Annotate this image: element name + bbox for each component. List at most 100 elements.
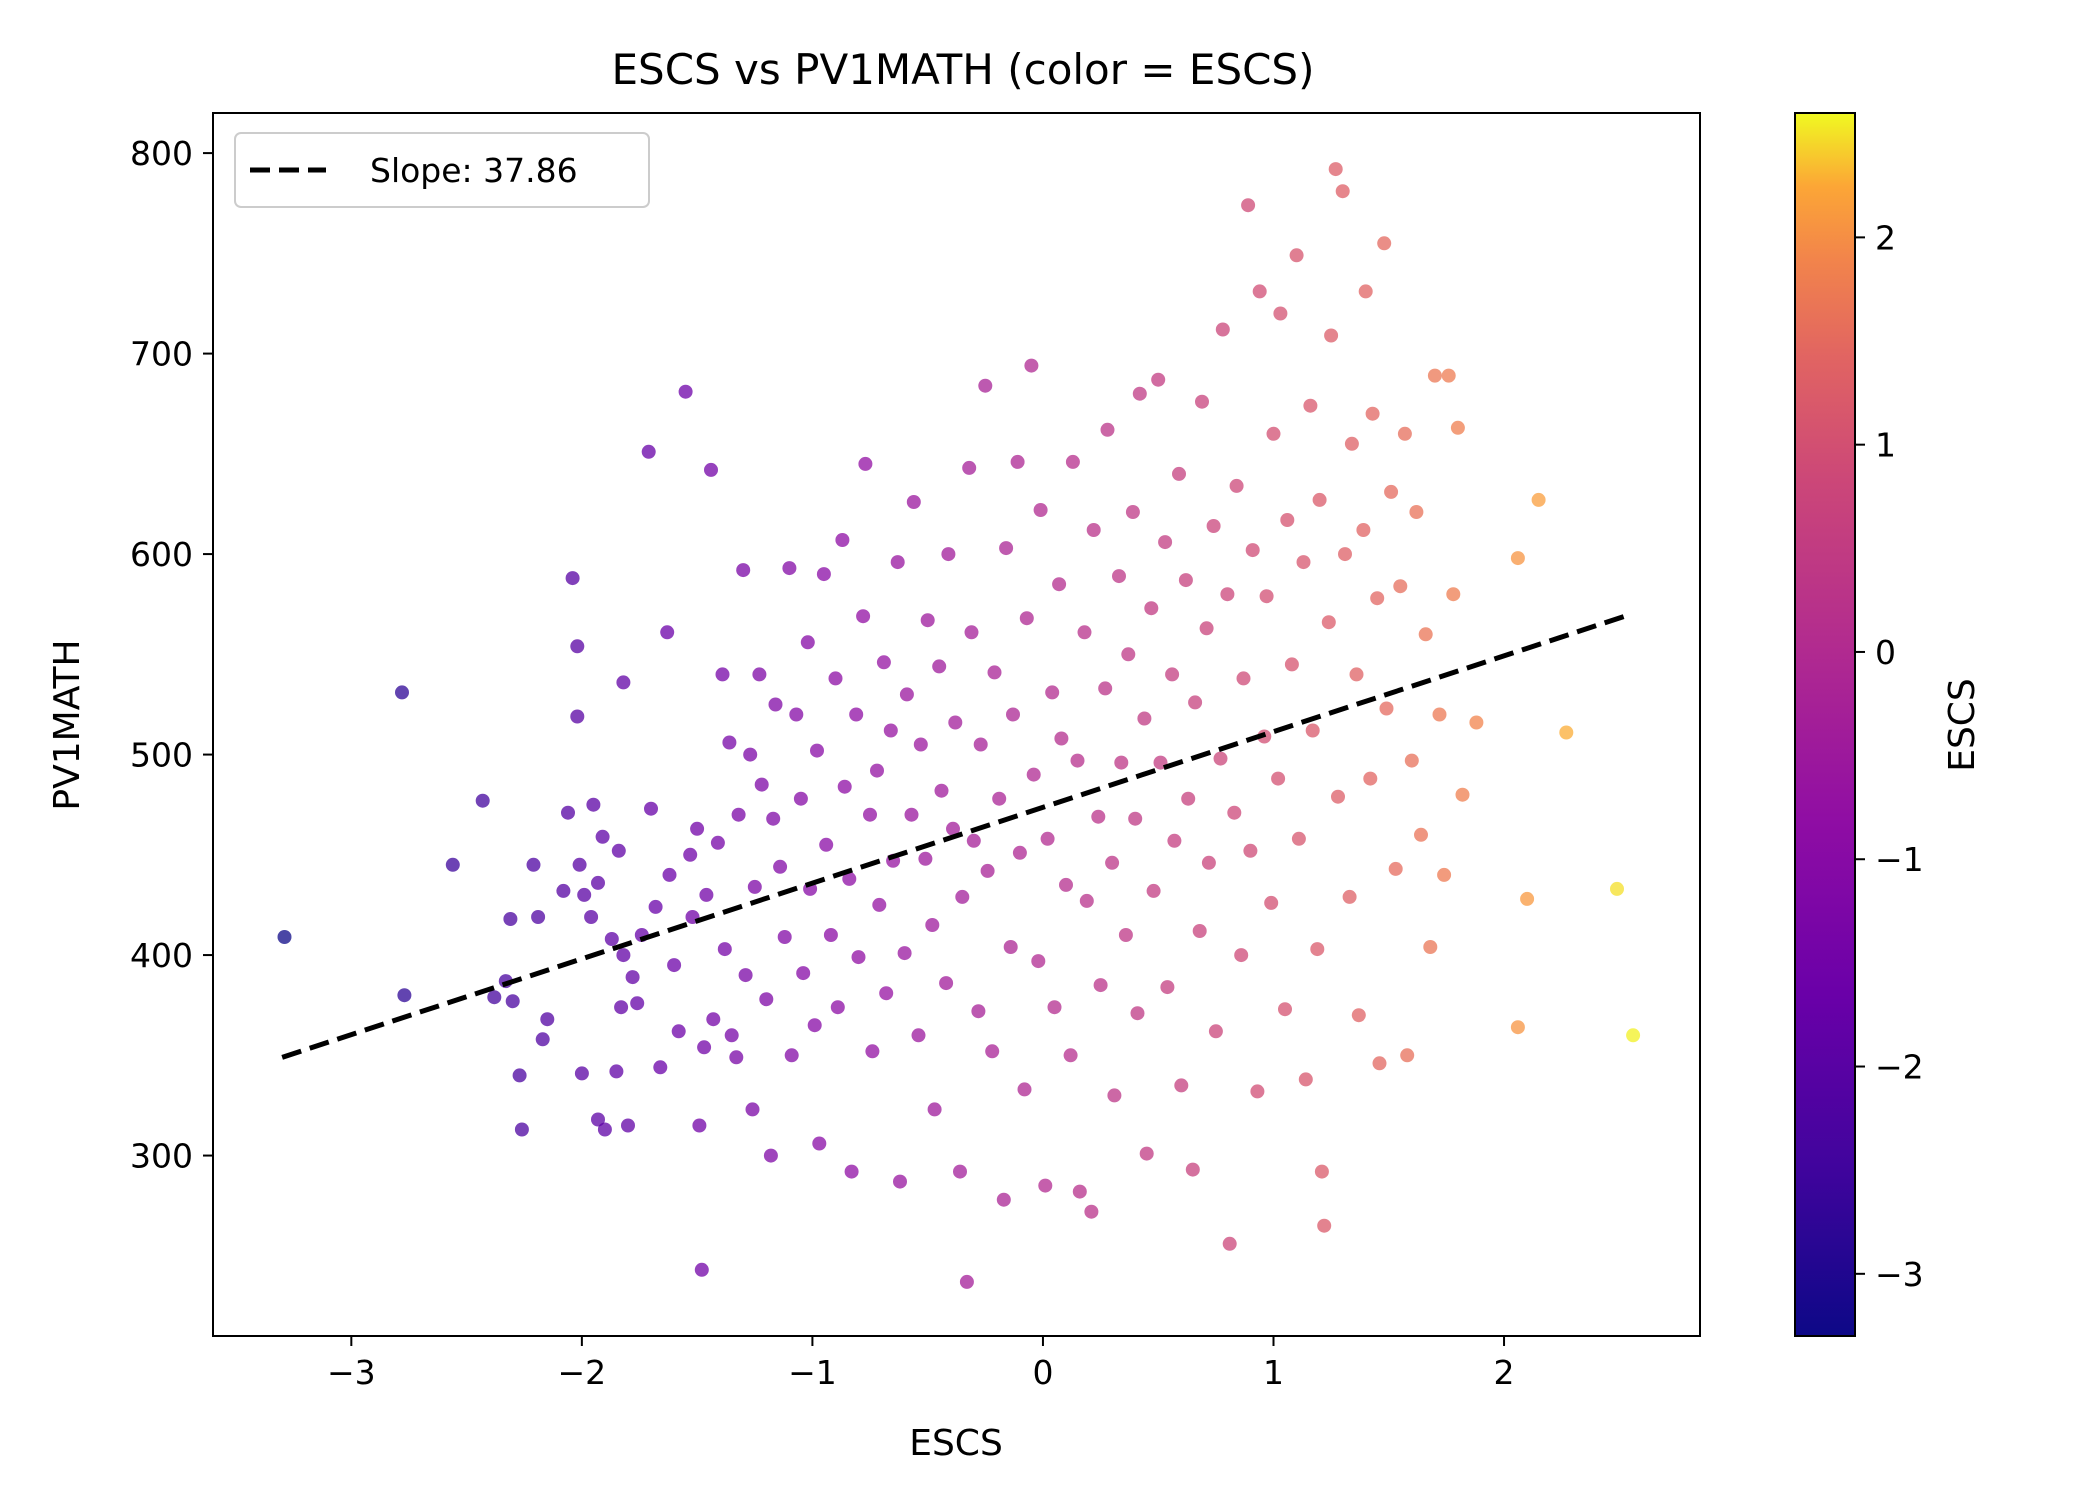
scatter-point: [782, 561, 797, 576]
scatter-point: [1172, 466, 1186, 481]
x-tick-label: −2: [558, 1353, 607, 1392]
scatter-point: [653, 1060, 668, 1075]
scatter-point: [1365, 406, 1380, 421]
scatter-point: [1289, 248, 1304, 263]
scatter-point: [505, 994, 520, 1009]
scatter-point: [678, 384, 693, 399]
scatter-point: [1626, 1028, 1641, 1043]
scatter-point: [535, 1032, 550, 1047]
scatter-point: [722, 735, 737, 750]
scatter-point: [1112, 569, 1126, 584]
scatter-point: [812, 1136, 827, 1151]
scatter-point: [904, 807, 919, 822]
scatter-point: [1033, 503, 1048, 517]
scatter-point: [1245, 543, 1260, 558]
x-axis-ticks: −3 −2 −1 0 1 2: [327, 1336, 1515, 1392]
scatter-point: [1128, 811, 1143, 826]
scatter-point: [1146, 883, 1161, 898]
scatter-point: [971, 1004, 986, 1019]
scatter-point: [828, 671, 843, 686]
scatter-point: [1469, 715, 1484, 730]
scatter-point: [1024, 358, 1039, 373]
scatter-point: [1328, 162, 1343, 177]
scatter-point: [641, 444, 656, 459]
scatter-point: [1351, 1008, 1366, 1023]
scatter-point: [1201, 855, 1216, 870]
scatter-point: [893, 1174, 907, 1189]
scatter-point: [487, 990, 502, 1005]
scatter-point: [1379, 701, 1394, 716]
scatter-point: [1070, 753, 1085, 768]
scatter-point: [768, 697, 783, 712]
scatter-point: [973, 737, 988, 752]
scatter-point: [704, 462, 718, 477]
scatter-point: [1363, 771, 1378, 786]
scatter-point: [939, 976, 954, 991]
scatter-point: [736, 563, 751, 578]
scatter-point: [1266, 426, 1281, 441]
y-tick-label: 800: [130, 134, 193, 173]
colorbar-tick-label: −3: [1875, 1255, 1924, 1294]
scatter-point: [625, 970, 640, 985]
scatter-point: [959, 1274, 974, 1289]
scatter-point: [1455, 787, 1470, 802]
scatter-point: [1215, 322, 1230, 337]
scatter-point: [849, 707, 864, 722]
colorbar-gradient: [1794, 112, 1856, 1337]
scatter-point: [996, 1192, 1011, 1207]
scatter-point: [1243, 843, 1258, 858]
legend: Slope: 37.86: [234, 132, 650, 208]
scatter-point: [856, 609, 871, 624]
scatter-point: [851, 950, 866, 965]
scatter-point: [503, 912, 518, 926]
scatter-point: [1520, 891, 1535, 906]
y-tick-label: 700: [130, 335, 193, 374]
scatter-point: [747, 879, 762, 894]
scatter-point: [1114, 755, 1129, 770]
scatter-point: [1305, 723, 1320, 738]
scatter-point: [662, 867, 677, 882]
scatter-point: [1003, 940, 1018, 954]
scatter-point: [777, 930, 792, 944]
scatter-point: [830, 1000, 845, 1015]
scatter-point: [810, 743, 824, 758]
chart-title: ESCS vs PV1MATH (color = ESCS): [612, 45, 1315, 94]
scatter-point: [1026, 767, 1041, 782]
scatter-point: [865, 1044, 880, 1059]
scatter-point: [1437, 867, 1452, 882]
scatter-point: [1038, 1178, 1053, 1193]
scatter-point: [717, 942, 732, 957]
scatter-point: [784, 1048, 799, 1063]
scatter-point: [1344, 436, 1359, 451]
scatter-point: [752, 667, 767, 682]
y-axis-label: PV1MATH: [47, 639, 88, 810]
scatter-point: [1314, 1164, 1329, 1179]
scatter-point: [556, 883, 571, 898]
scatter-point: [899, 687, 914, 702]
scatter-point: [648, 899, 663, 914]
scatter-point: [540, 1012, 555, 1027]
scatter-point: [754, 777, 769, 792]
y-axis-ticks: 300 400 500 600 700 800: [130, 134, 213, 1176]
scatter-point: [1137, 711, 1152, 726]
scatter-point: [1054, 731, 1069, 746]
scatter-point: [789, 707, 804, 722]
scatter-point: [710, 835, 725, 850]
scatter-point: [913, 737, 928, 752]
scatter-point: [1213, 751, 1228, 766]
scatter-point: [1091, 809, 1106, 824]
scatter-point: [1160, 980, 1175, 995]
legend-label: Slope: 37.86: [370, 151, 578, 190]
scatter-point: [611, 843, 626, 858]
y-tick-label: 300: [130, 1137, 193, 1176]
legend-box: [234, 132, 650, 208]
scatter-point: [1144, 601, 1159, 616]
scatter-point: [1312, 492, 1327, 507]
scatter-point: [731, 807, 746, 822]
scatter-point: [1446, 587, 1461, 602]
scatter-point: [927, 1102, 942, 1117]
scatter-point: [395, 685, 409, 700]
scatter-point: [1303, 398, 1318, 413]
scatter-point: [630, 996, 645, 1011]
scatter-point: [1409, 505, 1424, 519]
